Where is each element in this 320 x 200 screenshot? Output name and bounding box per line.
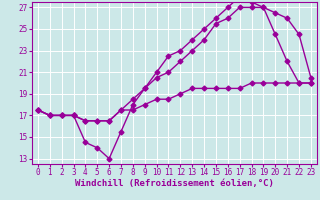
X-axis label: Windchill (Refroidissement éolien,°C): Windchill (Refroidissement éolien,°C) bbox=[75, 179, 274, 188]
